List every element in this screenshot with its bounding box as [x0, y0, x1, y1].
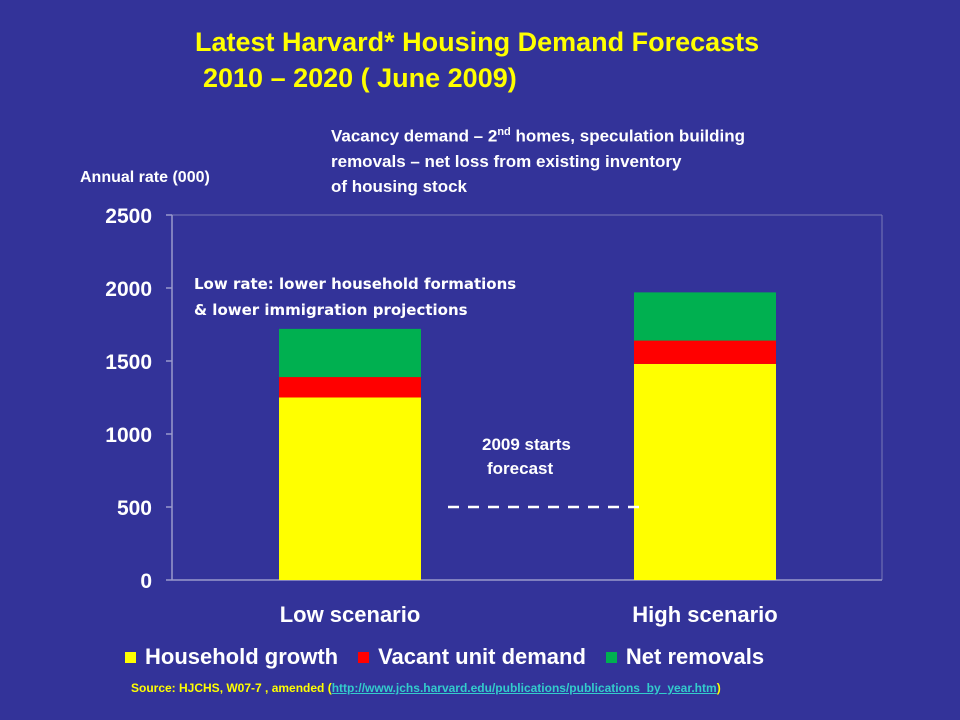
- bar-segment-net-removals: [279, 328, 421, 378]
- y-tick-label: 1000: [105, 424, 152, 447]
- bar-segment-vacant-unit-demand: [634, 340, 776, 364]
- slide-title: Latest Harvard* Housing Demand Forecasts…: [195, 24, 759, 96]
- y-tick-label: 2500: [105, 205, 152, 228]
- x-category-label: High scenario: [632, 602, 777, 627]
- chart-legend: Household growth Vacant unit demand Net …: [125, 644, 784, 670]
- vacancy-note-line3: of housing stock: [331, 176, 467, 196]
- legend-swatch-vacant: [358, 651, 370, 663]
- legend-item-removals: Net removals: [605, 644, 765, 670]
- stacked-bar-chart: 0 500 1000 1500 2000 2500 Low scenario High sce…: [105, 205, 883, 627]
- vacancy-note-sup: nd: [497, 126, 511, 138]
- y-tick-label: 0: [140, 570, 152, 593]
- legend-item-vacant: Vacant unit demand: [358, 644, 586, 670]
- reference-label-line1: 2009 starts: [482, 435, 571, 454]
- bar-segment-net-removals: [634, 292, 776, 341]
- annotation-line1: Low rate: lower household formations: [194, 275, 516, 293]
- x-category-label: Low scenario: [280, 602, 421, 627]
- bar-segment-household-growth: [279, 397, 421, 580]
- bar-segment-household-growth: [634, 363, 776, 580]
- vacancy-note-line1-post: homes, speculation building: [510, 126, 746, 146]
- legend-label-removals: Net removals: [625, 644, 765, 669]
- source-citation: Source: HJCHS, W07-7 , amended (http://w…: [131, 681, 721, 695]
- source-link[interactable]: http://www.jchs.harvard.edu/publications…: [331, 681, 717, 695]
- y-axis-title: Annual rate (000): [80, 169, 210, 186]
- legend-label-vacant: Vacant unit demand: [378, 644, 586, 669]
- title-line-2: 2010 – 2020 ( June 2009): [203, 63, 517, 93]
- legend-swatch-household: [125, 651, 136, 663]
- y-tick-label: 1500: [105, 351, 152, 374]
- title-line-1: Latest Harvard* Housing Demand Forecasts: [195, 27, 760, 57]
- vacancy-note: Vacancy demand – 2nd homes, speculation …: [331, 120, 891, 199]
- legend-swatch-removals: [605, 651, 617, 663]
- annotation-line2: & lower immigration projections: [194, 301, 468, 319]
- legend-label-household: Household growth: [145, 644, 339, 669]
- bar-segment-vacant-unit-demand: [279, 377, 421, 398]
- y-tick-label: 500: [117, 497, 152, 520]
- legend-item-household: Household growth: [125, 644, 338, 670]
- vacancy-note-line2: removals – net loss from existing invent…: [331, 151, 682, 171]
- reference-label-line2: forecast: [487, 459, 553, 478]
- y-tick-label: 2000: [105, 278, 152, 301]
- source-suffix: ): [716, 681, 721, 695]
- vacancy-note-line1-pre: Vacancy demand – 2: [331, 126, 498, 146]
- source-prefix: Source: HJCHS, W07-7 , amended (: [131, 681, 332, 695]
